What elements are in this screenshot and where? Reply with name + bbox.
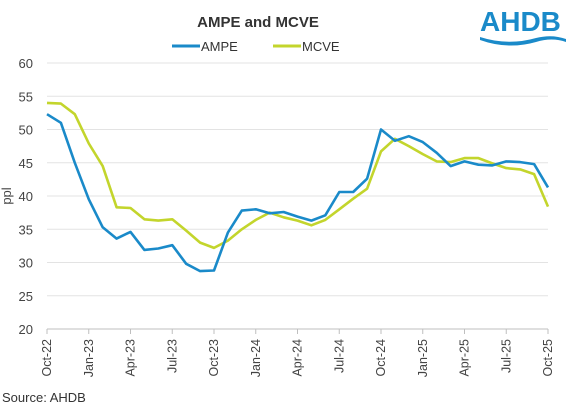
legend: AMPE MCVE xyxy=(172,39,340,54)
legend-label-ampe: AMPE xyxy=(201,39,238,54)
x-tick-label: Jan-23 xyxy=(82,339,96,377)
x-tick-label: Apr-24 xyxy=(291,339,305,377)
legend-label-mcve: MCVE xyxy=(302,39,340,54)
x-tick-label: Apr-23 xyxy=(124,339,138,377)
x-tick-label: Oct-22 xyxy=(40,339,54,377)
gridlines xyxy=(47,62,548,297)
logo-text: AHDB xyxy=(480,6,561,37)
chart-title: AMPE and MCVE xyxy=(197,14,319,31)
x-tick-label: Oct-23 xyxy=(207,339,221,377)
x-tick-label: Jul-23 xyxy=(165,339,179,373)
x-tick-label: Apr-25 xyxy=(458,339,472,377)
source-note: Source: AHDB xyxy=(2,390,86,405)
y-tick-label: 25 xyxy=(19,289,33,304)
y-tick-label: 50 xyxy=(19,123,33,138)
x-axis-ticks: Oct-22 Jan-23 Apr-23 Jul-23 Oct-23 Jan-24 Apr-… xyxy=(40,329,555,377)
logo-wave-icon xyxy=(480,36,566,46)
y-tick-label: 35 xyxy=(19,222,33,237)
y-tick-label: 60 xyxy=(19,56,33,71)
y-axis-ticks: 20 25 30 35 40 45 50 55 60 xyxy=(19,56,33,337)
series-lines xyxy=(46,101,550,273)
y-tick-label: 20 xyxy=(19,322,33,337)
x-tick-label: Jan-24 xyxy=(249,339,263,377)
y-tick-label: 40 xyxy=(19,189,33,204)
y-axis-label: ppl xyxy=(0,187,14,204)
x-tick-label: Jul-24 xyxy=(332,339,346,373)
x-tick-label: Oct-24 xyxy=(374,339,388,377)
y-tick-label: 55 xyxy=(19,89,33,104)
series-line-ampe xyxy=(46,113,550,273)
x-tick-label: Oct-25 xyxy=(541,339,555,377)
x-tick-label: Jul-25 xyxy=(499,339,513,373)
series-line-mcve xyxy=(46,101,550,250)
x-tick-label: Jan-25 xyxy=(416,339,430,377)
y-tick-label: 30 xyxy=(19,256,33,271)
y-tick-label: 45 xyxy=(19,156,33,171)
ahdb-logo: AHDB xyxy=(480,6,566,46)
